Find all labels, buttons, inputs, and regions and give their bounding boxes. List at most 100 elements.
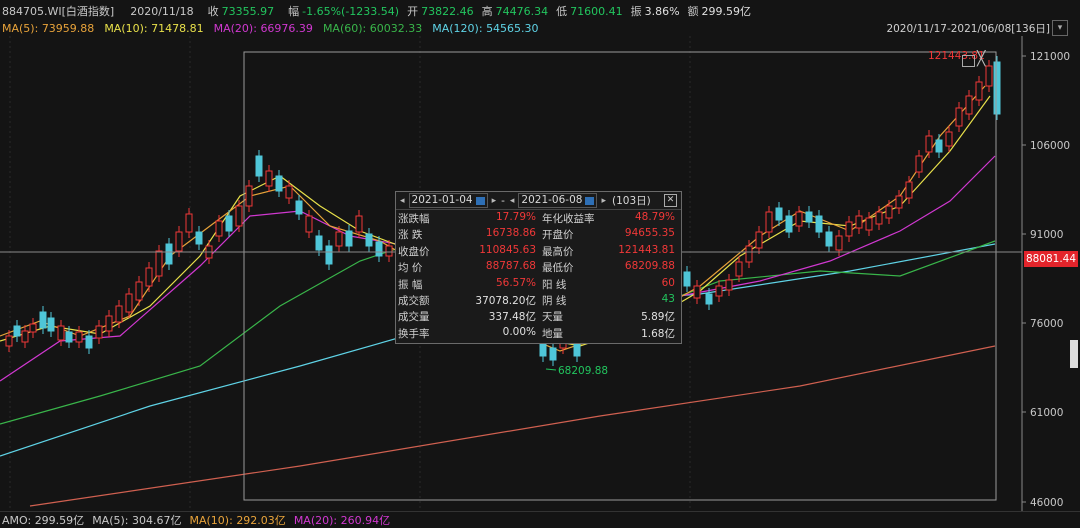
candle bbox=[935, 139, 943, 153]
stat-value: 5.89亿 bbox=[641, 311, 675, 324]
prev-arrow-icon[interactable]: ◂ bbox=[400, 195, 405, 206]
ma5-legend: MA(5): 73959.88 bbox=[2, 21, 95, 35]
interval-stats-popup: ◂ 2021-01-04 ▸ - ◂ 2021-06-08 ▸ (103日) ✕… bbox=[395, 191, 682, 344]
quote-date: 2020/11/18 bbox=[130, 4, 194, 18]
index-code: 884705.WI[白酒指数] bbox=[2, 5, 115, 18]
ma10-legend: MA(10): 71478.81 bbox=[104, 21, 204, 35]
candle bbox=[755, 231, 763, 249]
close-icon[interactable]: ✕ bbox=[664, 194, 677, 207]
candle bbox=[5, 335, 13, 347]
end-date-field[interactable]: 2021-06-08 bbox=[518, 193, 598, 208]
next-arrow-icon-2[interactable]: ▸ bbox=[601, 195, 606, 206]
stat-label: 最低价 bbox=[542, 262, 574, 275]
candle bbox=[65, 331, 73, 343]
candle bbox=[725, 279, 733, 291]
ma20-legend: MA(20): 66976.39 bbox=[213, 21, 313, 35]
candle bbox=[915, 155, 923, 173]
stat-label: 振 幅 bbox=[398, 278, 423, 291]
amount-label: 额 bbox=[687, 5, 699, 18]
prev-arrow-icon-2[interactable]: ◂ bbox=[509, 195, 515, 206]
vol-ma5-legend: MA(5): 304.67亿 bbox=[92, 514, 182, 527]
candle bbox=[145, 267, 153, 287]
candle bbox=[75, 331, 83, 343]
ma-legend-bar: MA(5): 73959.88 MA(10): 71478.81 MA(20):… bbox=[0, 20, 1080, 36]
candle bbox=[245, 185, 253, 207]
low-value: 71600.41 bbox=[570, 5, 623, 18]
y-tick-label: 61000 bbox=[1030, 407, 1063, 419]
candle bbox=[825, 231, 833, 247]
candle bbox=[549, 347, 557, 361]
range-close-icon[interactable]: ╳ bbox=[977, 51, 986, 67]
candle bbox=[345, 230, 353, 247]
stat-value: 68209.88 bbox=[624, 260, 675, 273]
stats-row: 涨 跌 16738.86 开盘价 94655.35 bbox=[396, 227, 681, 243]
stat-label: 均 价 bbox=[398, 262, 423, 275]
next-arrow-icon[interactable]: ▸ bbox=[491, 195, 497, 206]
range-selection-box[interactable] bbox=[243, 51, 997, 501]
candle bbox=[785, 215, 793, 233]
stat-value: 16738.86 bbox=[485, 227, 536, 240]
ma-long-line bbox=[29, 345, 996, 507]
candle bbox=[255, 155, 263, 177]
candle bbox=[815, 215, 823, 233]
candle bbox=[275, 175, 283, 192]
calendar-icon[interactable] bbox=[475, 196, 485, 205]
candle bbox=[95, 325, 103, 339]
candle bbox=[775, 207, 783, 221]
date-range-label: 2020/11/17-2021/06/08[136日] bbox=[886, 23, 1050, 35]
candle bbox=[305, 215, 313, 233]
amount-value: 299.59亿 bbox=[701, 5, 752, 18]
stat-value: 37078.20亿 bbox=[475, 294, 536, 307]
y-tick-label: 91000 bbox=[1030, 229, 1063, 241]
stat-label: 阴 线 bbox=[542, 294, 567, 307]
stat-value: 94655.35 bbox=[624, 227, 675, 240]
range-marker-box-icon[interactable] bbox=[962, 55, 975, 67]
stat-value: 17.79% bbox=[495, 211, 536, 223]
candle bbox=[765, 211, 773, 233]
high-annotation: 121443.81 bbox=[928, 50, 985, 62]
candle bbox=[265, 170, 273, 187]
stat-value: 110845.63 bbox=[479, 243, 536, 256]
candle bbox=[865, 217, 873, 231]
candle bbox=[215, 220, 223, 237]
start-date-field[interactable]: 2021-01-04 bbox=[408, 193, 488, 208]
candle bbox=[225, 215, 233, 232]
candle bbox=[85, 335, 93, 349]
calendar-icon[interactable] bbox=[585, 196, 595, 205]
candle bbox=[175, 231, 183, 252]
open-value: 73822.46 bbox=[421, 5, 474, 18]
amp-value: 3.86% bbox=[644, 5, 680, 18]
candle bbox=[885, 205, 893, 219]
close-label: 收 bbox=[207, 5, 219, 18]
candle bbox=[295, 200, 303, 215]
y-tick-label: 106000 bbox=[1030, 140, 1070, 152]
open-label: 开 bbox=[407, 5, 419, 18]
y-tick-label: 76000 bbox=[1030, 318, 1063, 330]
stats-row: 成交量 337.48亿 天量 5.89亿 bbox=[396, 309, 681, 325]
candle bbox=[105, 315, 113, 332]
candle bbox=[325, 245, 333, 265]
stat-label: 成交量 bbox=[398, 311, 430, 324]
stats-row: 涨跌幅 17.79% 年化收益率 48.79% bbox=[396, 211, 681, 227]
candle bbox=[805, 211, 813, 223]
ma60-legend: MA(60): 60032.33 bbox=[322, 21, 423, 35]
stat-label: 换手率 bbox=[398, 327, 430, 340]
stat-value: 88787.68 bbox=[485, 260, 536, 273]
low-label: 低 bbox=[556, 5, 568, 18]
volume-legend-bar: AMO: 299.59亿 MA(5): 304.67亿 MA(10): 292.… bbox=[0, 511, 1080, 528]
date-dash: - bbox=[501, 194, 505, 207]
panel-edge-handle[interactable] bbox=[1070, 340, 1078, 368]
candle bbox=[285, 185, 293, 199]
stat-value: 1.68亿 bbox=[641, 327, 675, 340]
candle bbox=[795, 211, 803, 227]
candle bbox=[835, 235, 843, 251]
high-value: 74476.34 bbox=[495, 5, 549, 18]
candle bbox=[845, 221, 853, 237]
candle bbox=[335, 231, 343, 247]
range-dropdown-icon[interactable]: ▾ bbox=[1052, 20, 1068, 36]
stat-value: 0.00% bbox=[502, 325, 536, 338]
stat-label: 成交额 bbox=[398, 294, 430, 307]
candle bbox=[57, 325, 65, 341]
stats-row: 换手率 0.00% 地量 1.68亿 bbox=[396, 326, 681, 342]
change-label: 幅 bbox=[288, 5, 300, 18]
